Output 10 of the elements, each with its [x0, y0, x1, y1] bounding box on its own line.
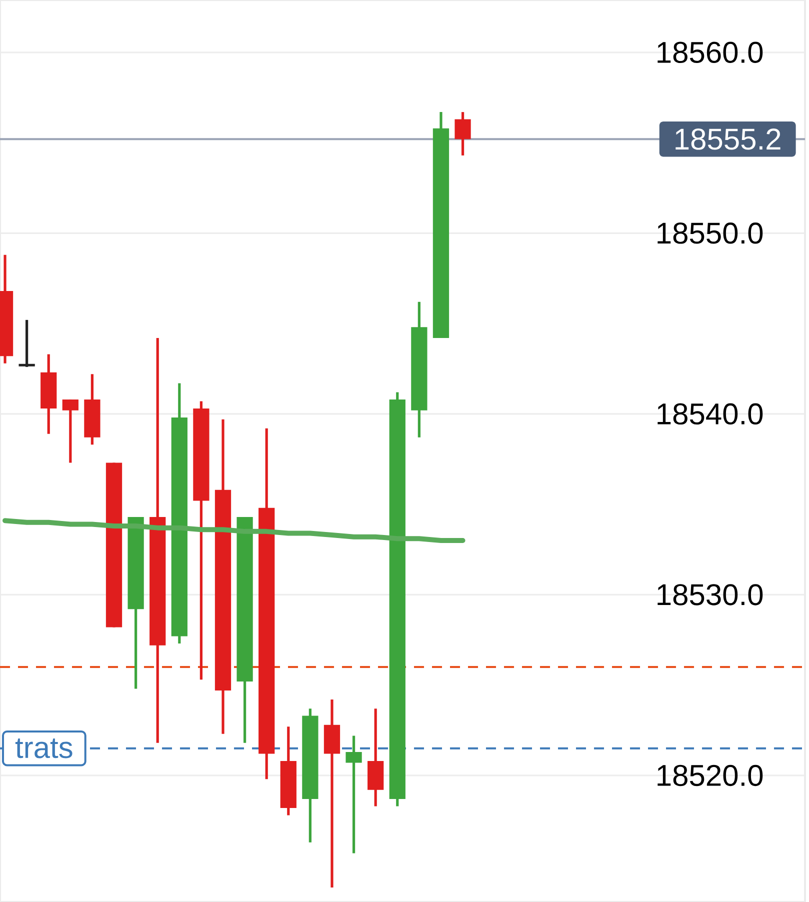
candlestick — [454, 110, 471, 157]
y-tick-label: 18550.0 — [658, 222, 763, 244]
y-tick-label: 18520.0 — [658, 764, 763, 786]
y-tick-label: 18530.0 — [658, 584, 763, 606]
ref-line-label: 18555.2 — [676, 128, 780, 150]
candlestick — [346, 734, 362, 854]
ref-line-label: trats — [15, 738, 72, 758]
candlestick — [62, 398, 78, 464]
y-tick-label: 18540.0 — [658, 403, 763, 425]
y-tick-label: 18560.0 — [658, 42, 763, 64]
